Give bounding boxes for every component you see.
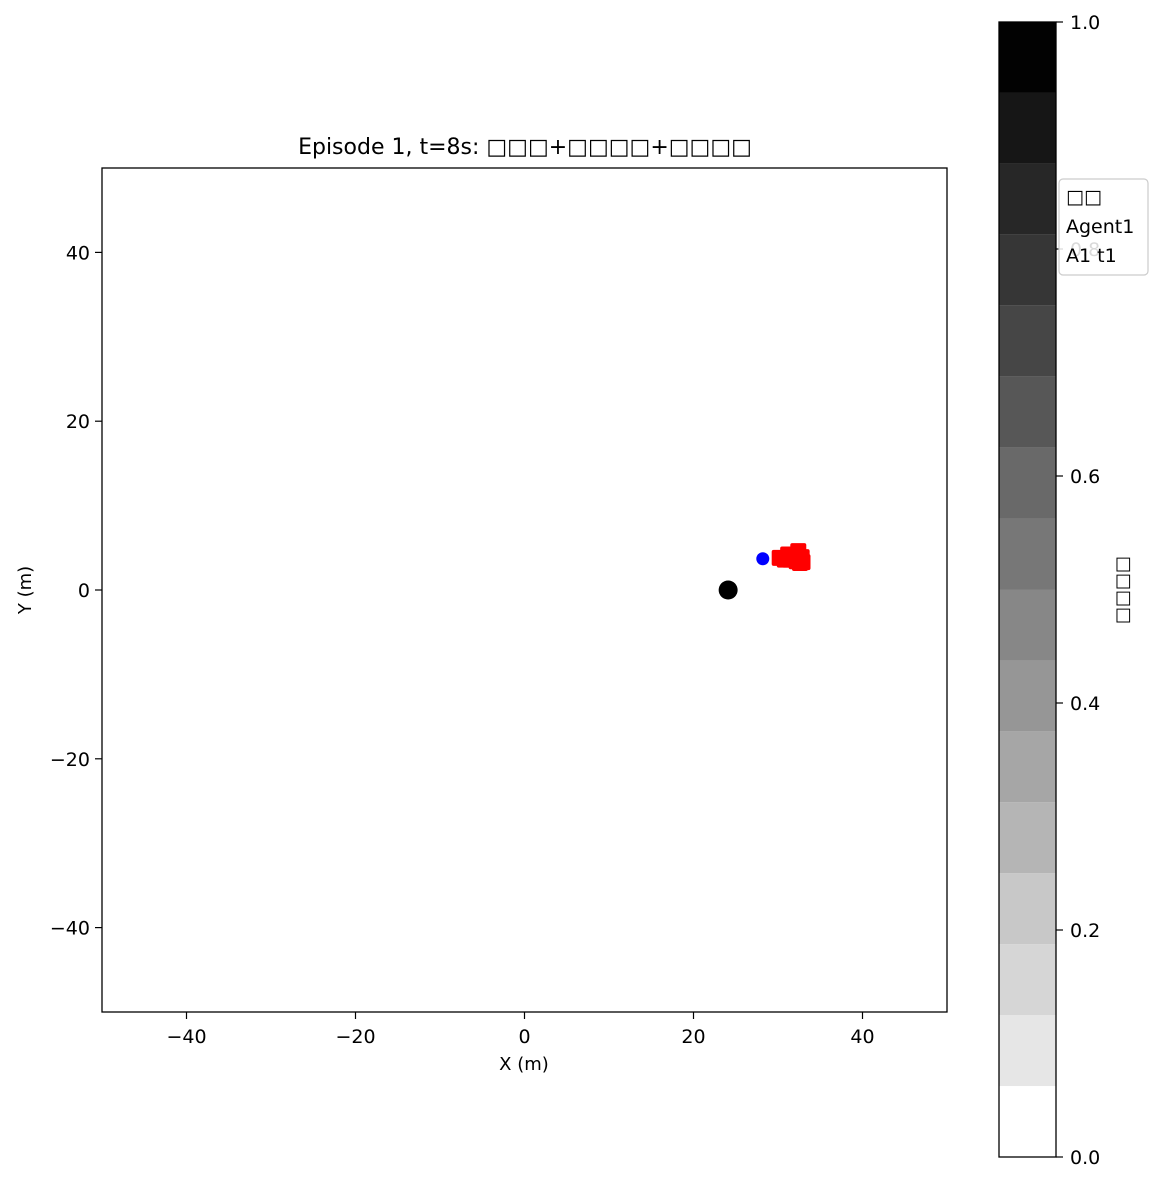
colorbar-step (999, 944, 1056, 1016)
legend: □□ Agent1 A1 t1 (1058, 178, 1149, 276)
legend-title: □□ (1066, 186, 1102, 208)
colorbar-step (999, 22, 1056, 93)
y-tick-label: 0 (78, 580, 90, 602)
colorbar-tick-label: 0.4 (1070, 693, 1100, 715)
colorbar-step (999, 163, 1056, 235)
colorbar-tick-label: 0.2 (1070, 920, 1100, 942)
colorbar-step (999, 731, 1056, 803)
colorbar-gradient (999, 22, 1056, 1157)
legend-entry-a1-t1: A1 t1 (1066, 245, 1117, 267)
colorbar-step (999, 802, 1056, 874)
y-tick-label: −40 (50, 918, 90, 940)
data-point-circle (756, 552, 770, 566)
data-point-circle (718, 580, 738, 600)
colorbar-step (999, 234, 1056, 306)
colorbar-step (999, 92, 1056, 164)
colorbar-tick-label: 1.0 (1070, 12, 1100, 34)
colorbar-tick-label: 0.0 (1070, 1147, 1100, 1169)
colorbar-step (999, 1086, 1056, 1157)
colorbar-step (999, 447, 1056, 519)
colorbar-step (999, 873, 1056, 945)
x-tick-label: −20 (335, 1026, 375, 1048)
colorbar-step (999, 376, 1056, 448)
legend-entry-agent1: Agent1 (1066, 216, 1134, 238)
x-tick-label: 40 (850, 1026, 874, 1048)
legend-box (1058, 178, 1149, 276)
x-axis-ticks: −40 −20 0 20 40 (166, 1012, 875, 1048)
colorbar-step (999, 518, 1056, 590)
y-axis-ticks: −40 −20 0 20 40 (50, 242, 102, 940)
y-tick-label: −20 (50, 749, 90, 771)
chart-title: Episode 1, t=8s: □□□+□□□□+□□□□ (298, 135, 752, 160)
colorbar-label: □□□□ (1112, 556, 1133, 624)
x-tick-label: −40 (166, 1026, 206, 1048)
colorbar-step (999, 1015, 1056, 1087)
colorbar-ticks: 0.00.20.40.60.81.0 (1056, 12, 1100, 1169)
y-axis-label: Y (m) (15, 566, 36, 615)
data-point-square (794, 554, 811, 571)
colorbar-step (999, 660, 1056, 732)
colorbar-step (999, 305, 1056, 377)
x-tick-label: 20 (681, 1026, 705, 1048)
colorbar-frame (998, 21, 1057, 1158)
y-tick-label: 40 (66, 242, 90, 264)
data-markers (718, 543, 811, 600)
colorbar-tick-label: 0.6 (1070, 466, 1100, 488)
plot-area (101, 167, 948, 1013)
x-axis-label: X (m) (499, 1054, 549, 1075)
y-tick-label: 20 (66, 411, 90, 433)
x-tick-label: 0 (518, 1026, 530, 1048)
colorbar-step (999, 589, 1056, 661)
